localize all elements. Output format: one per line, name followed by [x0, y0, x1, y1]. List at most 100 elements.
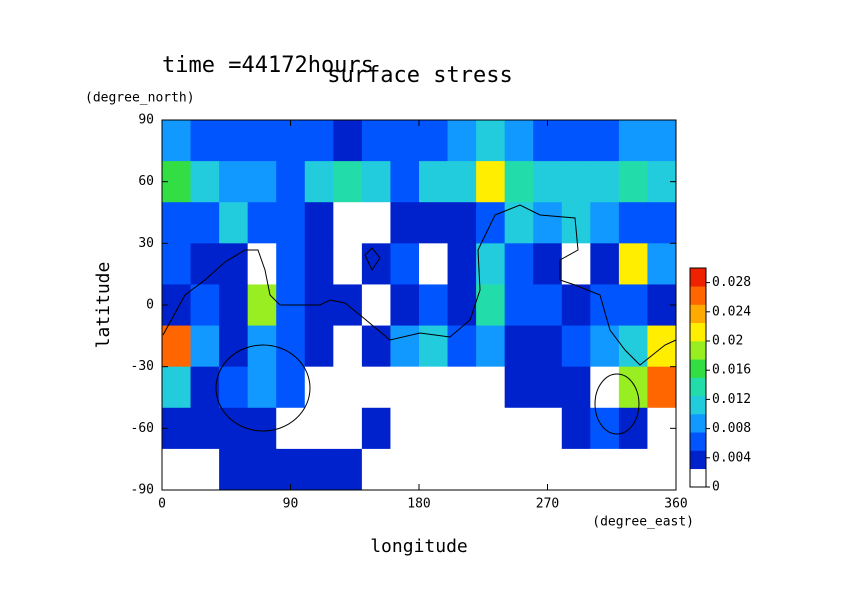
colorbar-band — [690, 450, 706, 470]
cell — [476, 161, 506, 203]
cell — [419, 161, 449, 203]
cell — [561, 407, 591, 450]
cell — [504, 120, 534, 162]
x-tick-label: 360 — [664, 497, 687, 512]
cell — [333, 202, 363, 244]
cell — [333, 120, 363, 162]
cell — [419, 448, 449, 491]
cell — [504, 243, 534, 285]
cell — [533, 243, 563, 285]
y-tick-label: -60 — [131, 421, 154, 436]
y-tick-label: -90 — [131, 483, 154, 498]
cell — [304, 120, 334, 162]
chart-title: surface stress — [327, 63, 512, 88]
cell — [276, 325, 306, 368]
cell — [190, 366, 220, 409]
colorbar-tick-label: 0.012 — [712, 392, 751, 407]
cell — [219, 407, 249, 450]
cell — [590, 243, 620, 285]
cell — [361, 284, 391, 327]
cell — [333, 407, 363, 450]
cell — [276, 120, 306, 162]
cell — [590, 202, 620, 244]
cell — [162, 325, 192, 368]
cell — [533, 202, 563, 244]
cell — [447, 448, 477, 491]
cell — [390, 161, 420, 203]
cell — [476, 284, 506, 327]
y-tick-label: 90 — [138, 113, 154, 128]
cell — [304, 243, 334, 285]
cell — [647, 325, 677, 368]
cell — [304, 407, 334, 450]
colorbar-tick-label: 0.028 — [712, 275, 751, 290]
cell — [447, 366, 477, 409]
colorbar-tick-label: 0.016 — [712, 363, 751, 378]
cell — [361, 120, 391, 162]
cell — [190, 325, 220, 368]
cell — [190, 202, 220, 244]
cell — [390, 243, 420, 285]
cell — [190, 448, 220, 491]
cell — [162, 202, 192, 244]
cell — [504, 284, 534, 327]
coastline — [364, 247, 381, 272]
field — [162, 120, 677, 491]
cell — [476, 120, 506, 162]
cell — [476, 366, 506, 409]
colorbar-tick-label: 0.02 — [712, 334, 743, 349]
cell — [504, 448, 534, 491]
cell — [219, 284, 249, 327]
colorbar-tick-label: 0 — [712, 480, 720, 495]
cell — [618, 120, 648, 162]
cell — [390, 120, 420, 162]
cell — [476, 407, 506, 450]
x-unit: (degree_east) — [592, 515, 694, 530]
cell — [390, 284, 420, 327]
cell — [533, 448, 563, 491]
coastlines — [162, 204, 677, 435]
cell — [504, 161, 534, 203]
cell — [476, 448, 506, 491]
cell — [647, 243, 677, 285]
cell — [504, 325, 534, 368]
cell — [561, 120, 591, 162]
cell — [561, 243, 591, 285]
x-tick-label: 90 — [283, 497, 299, 512]
cell — [276, 243, 306, 285]
subtitle: time =44172hours — [162, 53, 374, 78]
cell — [647, 120, 677, 162]
coastline — [594, 373, 640, 435]
cell — [590, 448, 620, 491]
y-tick-label: 30 — [138, 236, 154, 251]
cell — [647, 202, 677, 244]
cell — [504, 202, 534, 244]
cell — [162, 243, 192, 285]
cell — [361, 448, 391, 491]
cell — [390, 366, 420, 409]
cell — [304, 202, 334, 244]
cell — [447, 407, 477, 450]
coastline — [162, 204, 677, 366]
cell — [333, 366, 363, 409]
colorbar-band — [690, 268, 706, 287]
cell — [533, 407, 563, 450]
cell — [162, 366, 192, 409]
cell — [247, 284, 277, 327]
cell — [190, 284, 220, 327]
cell — [333, 448, 363, 491]
cell — [390, 448, 420, 491]
cell — [190, 120, 220, 162]
cell — [561, 161, 591, 203]
cell — [419, 120, 449, 162]
cell — [447, 325, 477, 368]
cell — [533, 284, 563, 327]
cell — [361, 407, 391, 450]
colorbar-band — [690, 359, 706, 378]
x-tick-label: 270 — [536, 497, 559, 512]
cell — [447, 161, 477, 203]
cell — [390, 407, 420, 450]
cell — [419, 202, 449, 244]
colorbar-band — [690, 286, 706, 305]
cell — [647, 448, 677, 491]
